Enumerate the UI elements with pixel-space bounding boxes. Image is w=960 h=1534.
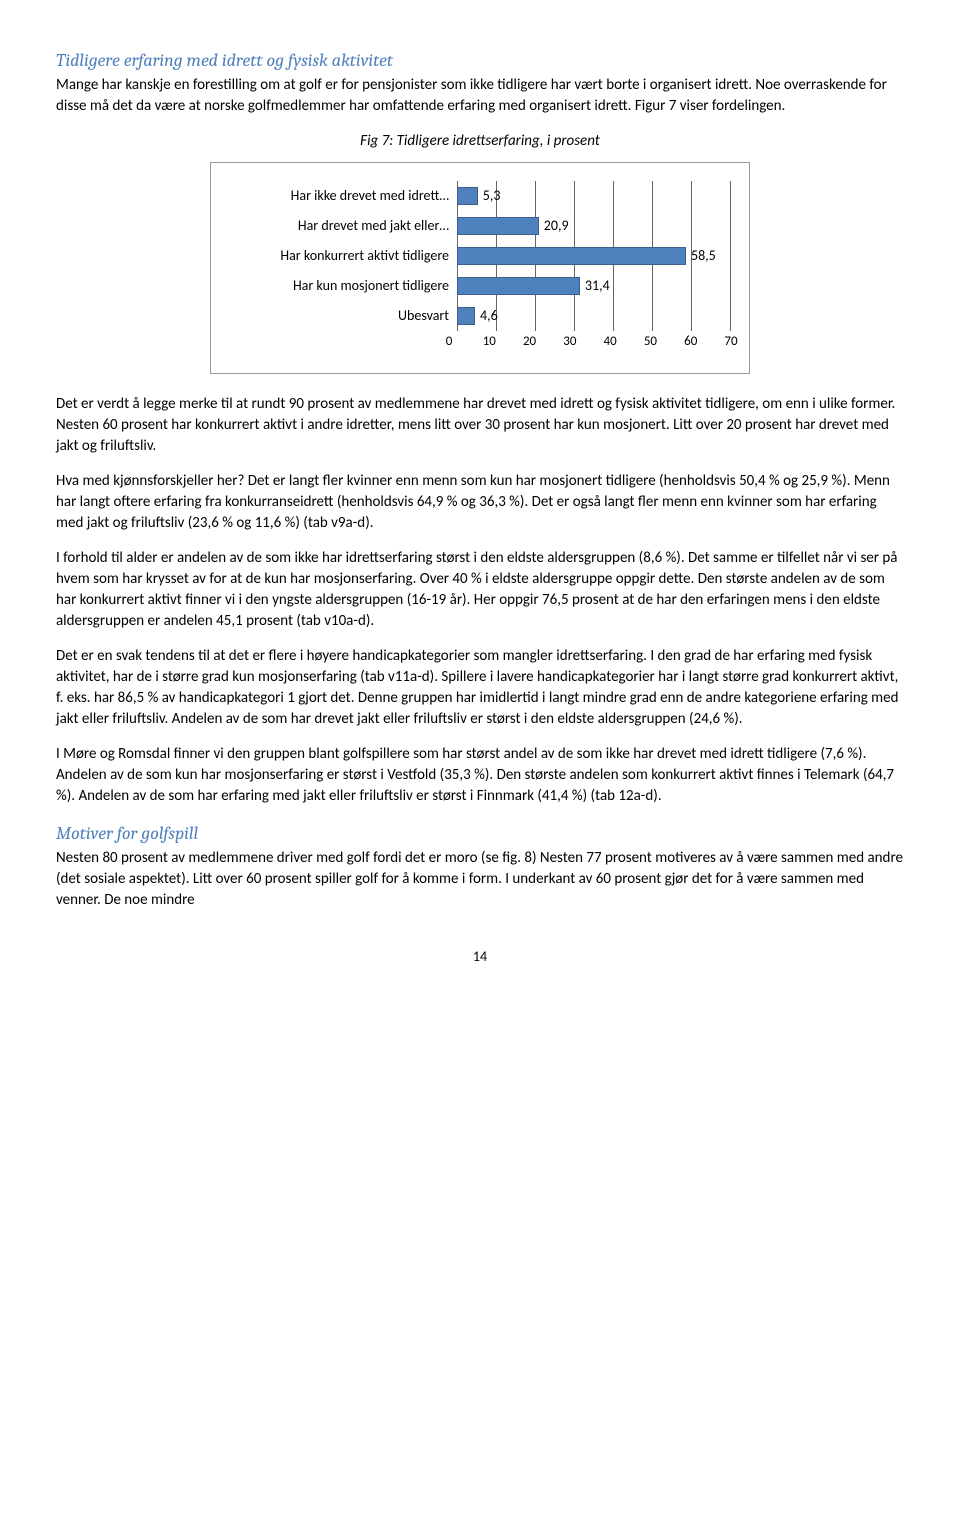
chart-plot-area: 20,9 [457,211,731,241]
chart-bar: 4,6 [457,307,475,325]
chart-value-label: 20,9 [544,216,569,236]
chart-fig7: Har ikke drevet med idrett…5,3Har drevet… [210,162,750,374]
chart-plot-area: 5,3 [457,181,731,211]
para-gender: Hva med kjønnsforskjeller her? Det er la… [56,471,904,534]
chart-axis-tick: 60 [684,333,697,351]
chart-value-label: 5,3 [483,186,501,206]
section-heading-motives: Motiver for golfspill [56,821,904,846]
chart-axis-tick: 70 [724,333,737,351]
chart-row: Har konkurrert aktivt tidligere58,5 [229,241,731,271]
chart-row: Har drevet med jakt eller…20,9 [229,211,731,241]
para-intro: Mange har kanskje en forestilling om at … [56,75,904,117]
section-heading-experience: Tidligere erfaring med idrett og fysisk … [56,48,904,73]
chart-row: Ubesvart4,6 [229,301,731,331]
chart-axis-tick: 50 [644,333,657,351]
chart-category-label: Har ikke drevet med idrett… [229,186,457,206]
chart-row: Har ikke drevet med idrett…5,3 [229,181,731,211]
para-age: I forhold til alder er andelen av de som… [56,548,904,632]
para-handicap: Det er en svak tendens til at det er fle… [56,646,904,730]
chart-category-label: Har konkurrert aktivt tidligere [229,246,457,266]
para-region: I Møre og Romsdal finner vi den gruppen … [56,744,904,807]
chart-axis-tick: 30 [563,333,576,351]
para-summary: Det er verdt å legge merke til at rundt … [56,394,904,457]
chart-plot-area: 31,4 [457,271,731,301]
chart-category-label: Har drevet med jakt eller… [229,216,457,236]
chart-axis-tick: 40 [604,333,617,351]
para-motives: Nesten 80 prosent av medlemmene driver m… [56,848,904,911]
chart-plot-area: 4,6 [457,301,731,331]
chart-row: Har kun mosjonert tidligere31,4 [229,271,731,301]
chart-bar: 20,9 [457,217,539,235]
chart-category-label: Har kun mosjonert tidligere [229,276,457,296]
chart-value-label: 58,5 [691,246,716,266]
chart-bar: 5,3 [457,187,478,205]
chart-category-label: Ubesvart [229,306,457,326]
chart-axis-tick: 20 [523,333,536,351]
chart-bar: 58,5 [457,247,686,265]
chart-plot-area: 58,5 [457,241,731,271]
chart-axis-tick: 0 [446,333,453,351]
page-number: 14 [56,947,904,967]
chart-value-label: 31,4 [585,276,610,296]
chart-caption: Fig 7: Tidligere idrettserfaring, i pros… [56,131,904,152]
chart-axis-tick: 10 [483,333,496,351]
chart-bar: 31,4 [457,277,580,295]
chart-value-label: 4,6 [480,306,498,326]
